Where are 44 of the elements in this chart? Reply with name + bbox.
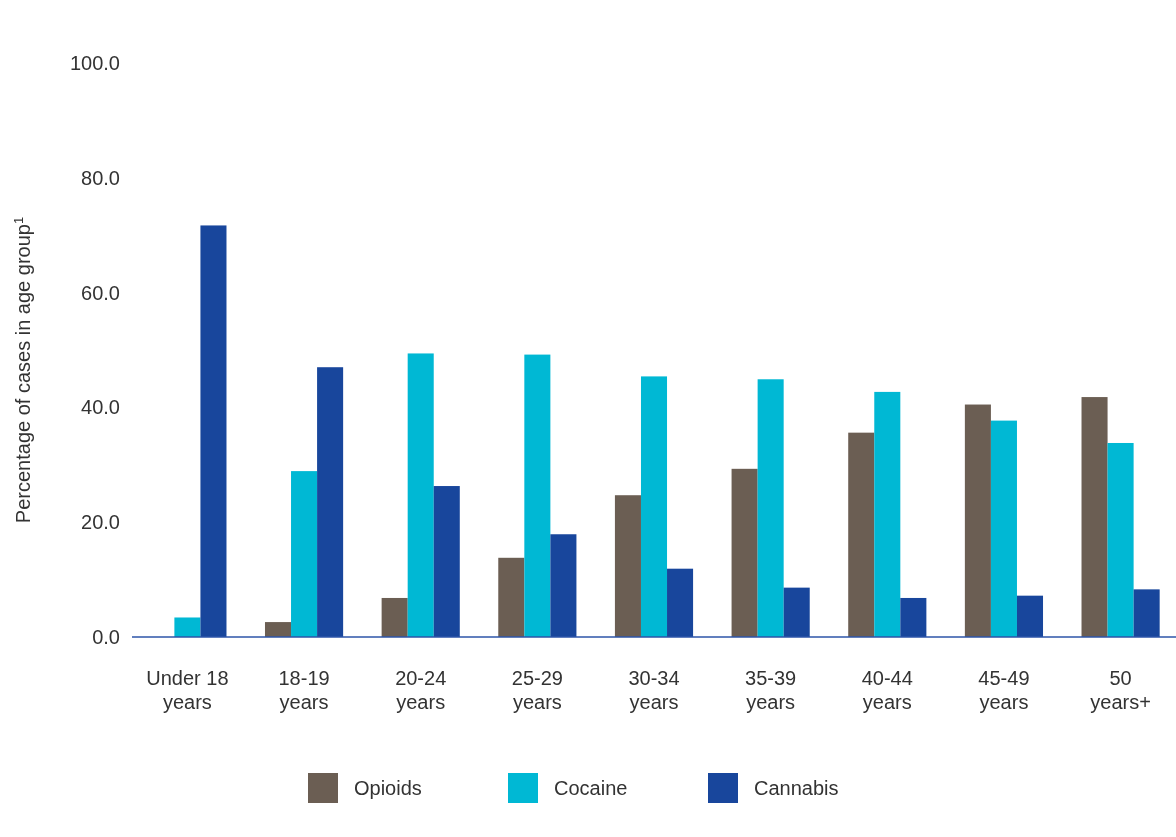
x-tick-label: Under 18 years: [146, 667, 229, 713]
legend-label: Opioids: [354, 777, 422, 799]
bar: [498, 557, 525, 637]
bar: [900, 597, 927, 637]
x-tick-label: 18-19 years: [278, 667, 330, 713]
bar: [614, 495, 641, 637]
x-tick-label: 45-49 years: [978, 667, 1030, 713]
bar: [317, 367, 344, 637]
bar: [264, 622, 292, 637]
x-tick-label: 20-24 years: [395, 667, 447, 713]
x-tick-label: 50 years+: [1090, 667, 1151, 713]
legend-label: Cannabis: [754, 777, 839, 799]
bar: [174, 617, 201, 637]
y-tick-label: 80.0: [81, 166, 120, 189]
bar: [550, 534, 577, 637]
x-tick-label: 30-34 years: [628, 667, 680, 713]
bar: [990, 420, 1017, 637]
y-tick-label: 60.0: [81, 281, 120, 304]
x-tick-label: 25-29 years: [511, 667, 563, 713]
bar: [1133, 589, 1160, 637]
bar: [433, 486, 460, 637]
y-tick-label: 100.0: [69, 52, 120, 74]
bar: [667, 568, 694, 637]
bar: [964, 404, 991, 637]
bar: [291, 471, 318, 637]
bar: [524, 354, 551, 637]
bar: [783, 587, 810, 637]
bar: [731, 468, 758, 637]
bar: [640, 376, 668, 637]
x-tick-label: 35-39 years: [745, 667, 797, 713]
bar: [874, 391, 901, 637]
bar: [381, 597, 408, 637]
x-tick-label: 40-44 years: [861, 667, 913, 713]
y-tick-label: 20.0: [81, 511, 120, 534]
bar: [1081, 397, 1108, 637]
legend-label: Cocaine: [554, 777, 628, 799]
bar: [407, 353, 434, 637]
bar: [200, 225, 227, 637]
bar: [757, 379, 784, 637]
bar: [1107, 442, 1134, 637]
y-tick-label: 0.0: [92, 626, 120, 648]
bar: [848, 432, 875, 637]
y-tick-label: 40.0: [81, 396, 120, 419]
bar: [1016, 595, 1044, 637]
